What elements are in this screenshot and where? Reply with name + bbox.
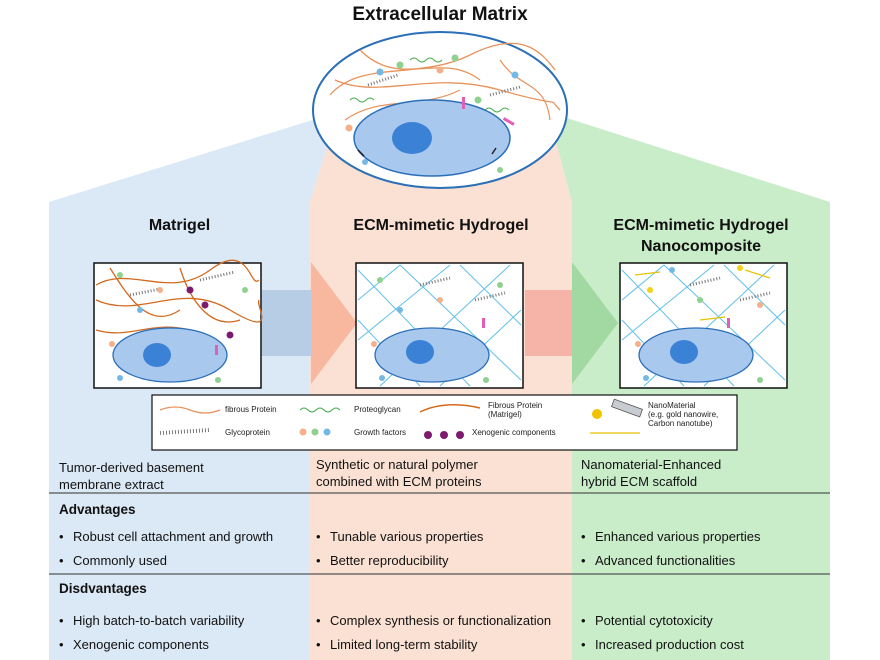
advantage-item: • Advanced functionalities (581, 553, 735, 568)
disadvantage-text: High batch-to-batch variability (73, 613, 244, 628)
advantage-item: • Tunable various properties (316, 529, 483, 544)
disadvantage-item: • Xenogenic components (59, 637, 209, 652)
description-line: Nanomaterial-Enhanced (581, 456, 721, 473)
nanocomposite-illustration (620, 263, 787, 388)
description-line: membrane extract (59, 476, 204, 493)
arrow-shaft (262, 290, 314, 356)
nanoparticle-swatch (592, 409, 602, 419)
column-title-line: Matrigel (49, 215, 310, 236)
advantage-text: Commonly used (73, 553, 167, 568)
advantage-item: • Enhanced various properties (581, 529, 761, 544)
legend-label-glycoprotein: Glycoprotein (225, 428, 270, 437)
description-matrigel: Tumor-derived basement membrane extract (59, 459, 204, 493)
description-line: hybrid ECM scaffold (581, 473, 721, 490)
arrow-shaft (525, 290, 575, 356)
hydrogel-illustration (356, 263, 523, 388)
main-title: Extracellular Matrix (0, 4, 880, 26)
legend-line: (Matrigel) (488, 410, 542, 419)
description-line: Tumor-derived basement (59, 459, 204, 476)
column-title-line: ECM-mimetic Hydrogel (572, 215, 830, 236)
disadvantage-text: Limited long-term stability (330, 637, 477, 652)
advantages-heading: Advantages (59, 502, 136, 517)
matrigel-illustration (94, 260, 262, 388)
disadvantage-text: Complex synthesis or functionalization (330, 613, 551, 628)
legend-label-fibrous-protein-matrigel: Fibrous Protein (Matrigel) (488, 401, 542, 419)
legend-label-fibrous-protein: fibrous Protein (225, 405, 277, 414)
column-title-nanocomposite: ECM-mimetic Hydrogel Nanocomposite (572, 215, 830, 257)
description-hydrogel: Synthetic or natural polymer combined wi… (316, 456, 481, 490)
column-title-matrigel: Matrigel (49, 215, 310, 236)
column-title-hydrogel: ECM-mimetic Hydrogel (310, 215, 572, 236)
disadvantage-item: • Complex synthesis or functionalization (316, 613, 551, 628)
advantage-item: • Commonly used (59, 553, 167, 568)
disadvantage-item: • Potential cytotoxicity (581, 613, 713, 628)
description-line: combined with ECM proteins (316, 473, 481, 490)
advantage-text: Tunable various properties (330, 529, 483, 544)
column-title-line: Nanocomposite (572, 236, 830, 257)
advantage-item: • Robust cell attachment and growth (59, 529, 273, 544)
disadvantage-item: • High batch-to-batch variability (59, 613, 244, 628)
legend-line: NanoMaterial (648, 401, 718, 410)
legend-label-xenogenic: Xenogenic components (472, 428, 556, 437)
disadvantages-heading: Disdvantages (59, 581, 147, 596)
disadvantage-text: Xenogenic components (73, 637, 209, 652)
column-title-line: ECM-mimetic Hydrogel (310, 215, 572, 236)
ecm-ellipse-illustration (313, 32, 567, 188)
description-nanocomposite: Nanomaterial-Enhanced hybrid ECM scaffol… (581, 456, 721, 490)
advantage-item: • Better reproducibility (316, 553, 449, 568)
description-line: Synthetic or natural polymer (316, 456, 481, 473)
disadvantage-text: Increased production cost (595, 637, 744, 652)
legend-label-nanomaterial: NanoMaterial (e.g. gold nanowire, Carbon… (648, 401, 718, 428)
legend-line: (e.g. gold nanowire, (648, 410, 718, 419)
disadvantage-item: • Increased production cost (581, 637, 744, 652)
legend-line: Fibrous Protein (488, 401, 542, 410)
advantage-text: Advanced functionalities (595, 553, 735, 568)
disadvantage-text: Potential cytotoxicity (595, 613, 713, 628)
advantage-text: Better reproducibility (330, 553, 449, 568)
legend-label-growth-factors: Growth factors (354, 428, 406, 437)
advantage-text: Enhanced various properties (595, 529, 761, 544)
legend-label-proteoglycan: Proteoglycan (354, 405, 401, 414)
legend-line: Carbon nanotube) (648, 419, 718, 428)
disadvantage-item: • Limited long-term stability (316, 637, 477, 652)
advantage-text: Robust cell attachment and growth (73, 529, 273, 544)
